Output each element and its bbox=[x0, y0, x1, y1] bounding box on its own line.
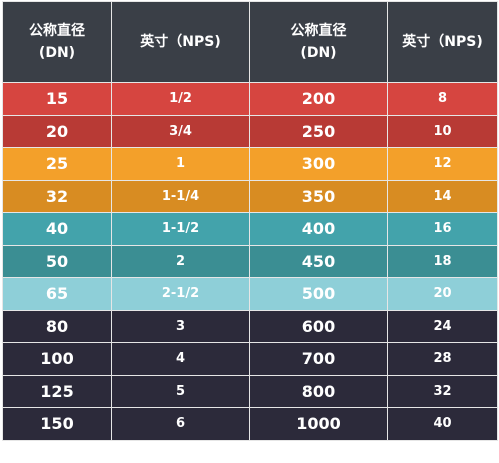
cell-nps-right: 8 bbox=[387, 82, 498, 116]
cell-dn-right: 1000 bbox=[249, 407, 388, 441]
cell-dn-left: 80 bbox=[2, 309, 112, 343]
cell-nps-right: 24 bbox=[387, 309, 498, 343]
cell-dn-left: 125 bbox=[2, 374, 112, 408]
table-body: 15 1/2 200 8 20 3/4 250 10 25 1 300 12 32 1-1/4 350 14 4… bbox=[2, 82, 498, 441]
cell-nps-left: 1-1/2 bbox=[111, 212, 250, 246]
cell-dn-left: 65 bbox=[2, 277, 112, 311]
cell-nps-left: 3 bbox=[111, 309, 250, 343]
cell-dn-left: 20 bbox=[2, 114, 112, 148]
header-nps-2: 英寸（NPS) bbox=[387, 1, 498, 83]
cell-nps-left: 4 bbox=[111, 342, 250, 376]
table-row: 150 6 1000 40 bbox=[2, 407, 498, 441]
header-dn-1-line1: 公称直径 bbox=[29, 23, 85, 39]
cell-nps-left: 1/2 bbox=[111, 82, 250, 116]
cell-dn-left: 150 bbox=[2, 407, 112, 441]
cell-nps-left: 6 bbox=[111, 407, 250, 441]
cell-dn-right: 600 bbox=[249, 309, 388, 343]
cell-nps-right: 16 bbox=[387, 212, 498, 246]
header-dn-2: 公称直径 (DN) bbox=[249, 1, 388, 83]
dn-nps-conversion-table: 公称直径 (DN) 英寸（NPS) 公称直径 (DN) 英寸（NPS) 15 1/… bbox=[2, 1, 498, 441]
cell-dn-right: 700 bbox=[249, 342, 388, 376]
header-nps-1: 英寸（NPS) bbox=[111, 1, 250, 83]
cell-nps-left: 2-1/2 bbox=[111, 277, 250, 311]
cell-nps-left: 1 bbox=[111, 147, 250, 181]
cell-nps-right: 40 bbox=[387, 407, 498, 441]
cell-nps-left: 5 bbox=[111, 374, 250, 408]
header-dn-1: 公称直径 (DN) bbox=[2, 1, 112, 83]
table-row: 15 1/2 200 8 bbox=[2, 82, 498, 116]
table-row: 32 1-1/4 350 14 bbox=[2, 179, 498, 213]
cell-dn-left: 25 bbox=[2, 147, 112, 181]
cell-dn-left: 15 bbox=[2, 82, 112, 116]
cell-dn-right: 450 bbox=[249, 244, 388, 278]
cell-dn-right: 400 bbox=[249, 212, 388, 246]
cell-dn-right: 500 bbox=[249, 277, 388, 311]
cell-nps-right: 14 bbox=[387, 179, 498, 213]
cell-dn-right: 200 bbox=[249, 82, 388, 116]
table-row: 20 3/4 250 10 bbox=[2, 114, 498, 148]
cell-nps-left: 2 bbox=[111, 244, 250, 278]
cell-nps-left: 1-1/4 bbox=[111, 179, 250, 213]
cell-dn-right: 250 bbox=[249, 114, 388, 148]
table-row: 65 2-1/2 500 20 bbox=[2, 277, 498, 311]
table-row: 50 2 450 18 bbox=[2, 244, 498, 278]
table-row: 80 3 600 24 bbox=[2, 309, 498, 343]
cell-nps-right: 28 bbox=[387, 342, 498, 376]
header-row: 公称直径 (DN) 英寸（NPS) 公称直径 (DN) 英寸（NPS) bbox=[2, 1, 498, 83]
cell-nps-right: 18 bbox=[387, 244, 498, 278]
cell-dn-left: 50 bbox=[2, 244, 112, 278]
cell-dn-right: 800 bbox=[249, 374, 388, 408]
cell-nps-right: 12 bbox=[387, 147, 498, 181]
cell-nps-right: 32 bbox=[387, 374, 498, 408]
header-dn-2-line1: 公称直径 bbox=[290, 23, 347, 39]
table-row: 40 1-1/2 400 16 bbox=[2, 212, 498, 246]
cell-dn-left: 40 bbox=[2, 212, 112, 246]
cell-dn-left: 100 bbox=[2, 342, 112, 376]
table-row: 125 5 800 32 bbox=[2, 374, 498, 408]
cell-dn-right: 350 bbox=[249, 179, 388, 213]
header-dn-1-line2: (DN) bbox=[38, 45, 76, 61]
cell-nps-right: 10 bbox=[387, 114, 498, 148]
header-dn-2-line2: (DN) bbox=[300, 45, 337, 61]
cell-dn-right: 300 bbox=[249, 147, 388, 181]
cell-nps-left: 3/4 bbox=[111, 114, 250, 148]
table-row: 100 4 700 28 bbox=[2, 342, 498, 376]
table-row: 25 1 300 12 bbox=[2, 147, 498, 181]
cell-nps-right: 20 bbox=[387, 277, 498, 311]
cell-dn-left: 32 bbox=[2, 179, 112, 213]
